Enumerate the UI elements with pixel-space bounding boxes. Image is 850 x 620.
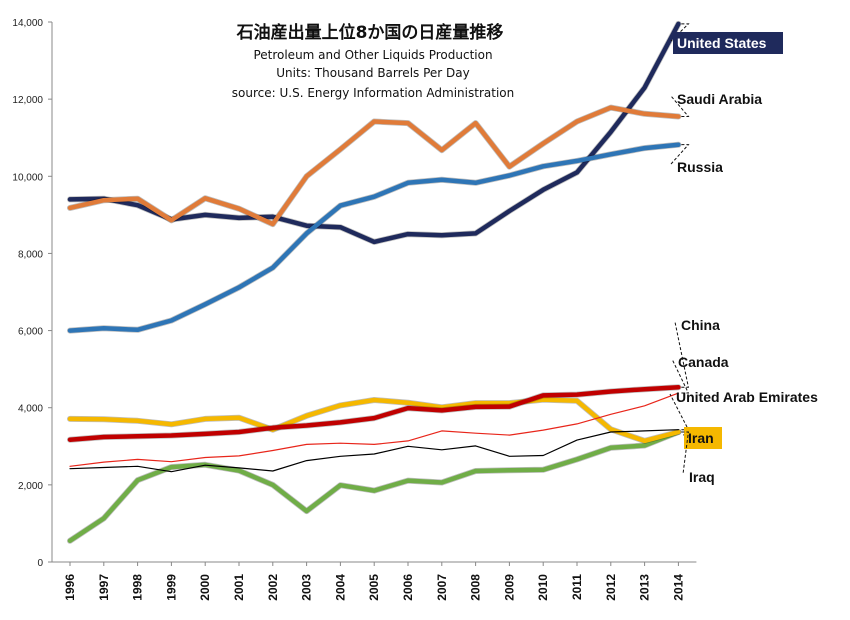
- series-label-canada: Canada: [678, 354, 729, 370]
- x-tick-label: 1996: [63, 574, 77, 601]
- x-tick-label: 2014: [671, 574, 685, 601]
- chart-subtitle-line-3: source: U.S. Energy Information Administ…: [232, 86, 514, 100]
- x-tick-label: 1999: [164, 574, 178, 601]
- series-lines: [67, 20, 682, 544]
- x-tick-label: 2004: [333, 574, 347, 601]
- y-tick-label: 4,000: [18, 404, 43, 415]
- label-box-iran: [684, 427, 722, 449]
- chart-title-block: 石油産出量上位8か国の日産量推移 Petroleum and Other Liq…: [232, 22, 514, 100]
- x-tick-label: 2012: [604, 574, 618, 601]
- y-tick-label: 14,000: [12, 18, 43, 29]
- series-label-united-arab-emirates: United Arab Emirates: [676, 389, 818, 405]
- x-tick-label: 2013: [638, 574, 652, 601]
- y-tick-label: 0: [37, 558, 43, 569]
- x-tick-label: 2007: [435, 574, 449, 601]
- y-tick-label: 8,000: [18, 249, 43, 260]
- x-tick-label: 2000: [198, 574, 212, 601]
- series-label-iraq: Iraq: [689, 469, 715, 485]
- series-label-china: China: [681, 317, 720, 333]
- series-label-iran: Iran: [688, 430, 714, 446]
- series-label-saudi-arabia: Saudi Arabia: [677, 91, 762, 107]
- series-line-shadow: [67, 429, 682, 544]
- series-label-russia: Russia: [677, 159, 723, 175]
- series-label-united-states: United States: [677, 35, 767, 51]
- y-axis: 0 2,000 4,000 6,000 8,000 10,000 12,000 14,000: [12, 18, 53, 569]
- x-tick-label: 2009: [502, 574, 516, 601]
- label-box-united-states: [673, 32, 783, 54]
- series-line-canada: [69, 392, 680, 467]
- y-tick-label: 12,000: [12, 95, 43, 106]
- x-tick-label: 1997: [97, 574, 111, 601]
- series-line-iran: [67, 397, 681, 444]
- x-tick-label: 2001: [232, 574, 246, 601]
- chart-subtitle-line-2: Units: Thousand Barrels Per Day: [276, 66, 469, 80]
- x-tick-label: 2002: [266, 574, 280, 601]
- series-line-shadow: [67, 104, 682, 228]
- series-line-iraq: [67, 429, 681, 544]
- y-tick-label: 2,000: [18, 481, 43, 492]
- x-tick-label: 2011: [570, 574, 584, 600]
- x-tick-label: 2005: [367, 574, 381, 601]
- leader-line-russia: [670, 144, 690, 165]
- x-axis: 1996 1997 1998 1999 2000 2001 2002 2003 2004 2005…: [52, 561, 697, 601]
- series-line-russia: [67, 142, 681, 333]
- leader-line-canada: [671, 358, 690, 394]
- series-line-united-arab-emirates: [69, 429, 680, 473]
- series-end-labels: United States Saudi Arabia Russia China Cana…: [669, 23, 818, 485]
- series-line-china: [67, 385, 681, 442]
- x-tick-label: 2003: [300, 574, 314, 601]
- leader-line-iraq: [681, 431, 689, 475]
- x-tick-label: 2010: [536, 574, 550, 601]
- leader-line-united-states: [670, 23, 690, 42]
- y-tick-label: 10,000: [12, 172, 43, 183]
- chart-title: 石油産出量上位8か国の日産量推移: [236, 22, 504, 43]
- x-tick-label: 2008: [469, 574, 483, 601]
- leader-line-saudi-arabia: [670, 95, 690, 117]
- chart-subtitle-line-1: Petroleum and Other Liquids Production: [253, 48, 492, 62]
- series-line-shadow: [67, 141, 682, 334]
- series-line-saudi-arabia: [67, 105, 681, 227]
- x-tick-label: 1998: [131, 574, 145, 601]
- x-tick-label: 2006: [401, 574, 415, 601]
- leader-line-china: [674, 321, 690, 388]
- y-tick-label: 6,000: [18, 327, 43, 338]
